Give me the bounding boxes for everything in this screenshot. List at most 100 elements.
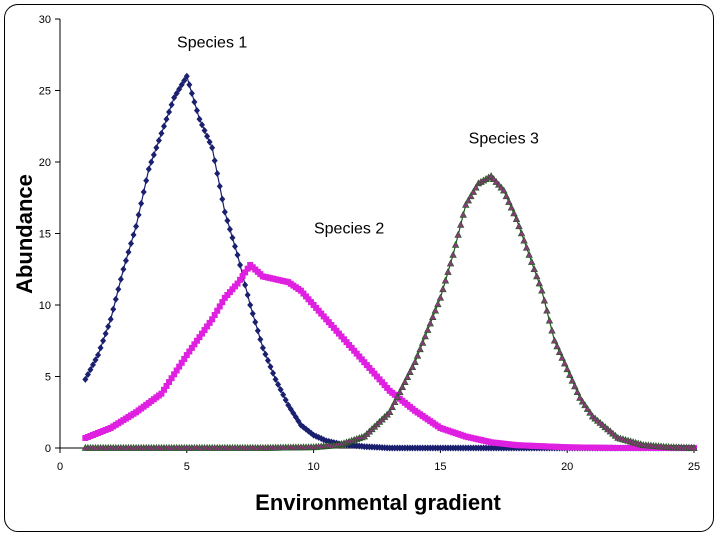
species-3-point (454, 230, 462, 238)
species-3-point (586, 408, 594, 416)
species-1-point (181, 76, 188, 84)
species-1-point (107, 315, 114, 323)
species-3-point (421, 332, 429, 340)
species-3-point (398, 383, 407, 391)
species-1-point (264, 356, 271, 364)
species-3-point (566, 370, 574, 378)
species-3-point (560, 359, 569, 367)
species-3-point (543, 306, 551, 314)
species-3-point (441, 276, 450, 284)
species-1-point (89, 361, 96, 369)
species-3-point (515, 222, 523, 230)
species-1-point (206, 138, 213, 146)
species-1-point (257, 335, 264, 343)
x-tick-label: 0 (57, 461, 63, 473)
species-3-point (388, 403, 396, 411)
species-1-point (280, 391, 287, 399)
species-2-point (244, 265, 251, 272)
species-3-point (472, 183, 480, 191)
species-2-point (188, 344, 195, 351)
species-2-point (201, 327, 208, 334)
species-2-point (173, 367, 180, 374)
species-1-point (148, 158, 155, 166)
species-1-point (178, 81, 185, 89)
species-1-point (143, 177, 150, 185)
species-3-point (403, 373, 412, 381)
species-3-point (439, 285, 447, 293)
species-1-point (199, 121, 206, 129)
species-3-point (426, 319, 434, 327)
species-2-point (171, 371, 178, 378)
species-3-point (571, 382, 579, 390)
species-1-point (125, 248, 132, 256)
species-1-point (201, 127, 208, 135)
species-1-point (84, 370, 91, 378)
species-3-point (469, 187, 478, 195)
species-1-point (171, 94, 178, 102)
species-3-point (429, 313, 437, 320)
species-1-point (120, 265, 127, 273)
species-2-series (82, 261, 697, 451)
species-3-point (520, 236, 528, 244)
species-1-point (216, 182, 223, 190)
species-3-point (535, 279, 544, 287)
species-2-point (199, 330, 206, 337)
species-1-point (204, 132, 211, 140)
species-3-point (525, 250, 533, 258)
species-2-point (168, 375, 175, 382)
species-1-point (105, 322, 112, 330)
species-1-point (247, 301, 254, 309)
species-3-point (502, 192, 511, 200)
species-2-point (211, 312, 218, 319)
species-1-point (92, 356, 99, 364)
species-2-point (239, 273, 246, 280)
species-2-point (209, 316, 216, 323)
species-3-point (507, 203, 516, 211)
species-3-point (563, 365, 571, 373)
species-1-point (252, 318, 259, 326)
species-1-point (173, 89, 180, 97)
species-3-point (558, 353, 566, 361)
y-tick-label: 30 (39, 14, 51, 26)
species-3-point (583, 404, 592, 412)
y-tick-label: 10 (39, 300, 51, 312)
species-1-point (163, 115, 170, 123)
species-1-point (188, 89, 195, 97)
species-3-line (85, 175, 695, 449)
species-1-point (138, 199, 145, 207)
species-3-point (550, 336, 559, 344)
species-3-point (451, 240, 460, 248)
species-3-point (555, 348, 564, 355)
species-3-series (81, 172, 698, 451)
species-1-point (272, 375, 279, 383)
species-3-point (462, 200, 470, 208)
y-tick-label: 5 (45, 372, 51, 384)
species-2-point (242, 269, 249, 276)
species-2-point (181, 355, 188, 362)
species-1-point (117, 275, 124, 283)
annotation-label: Species 3 (469, 130, 539, 147)
x-tick-label: 15 (434, 461, 446, 473)
species-1-point (110, 305, 117, 313)
species-3-point (553, 342, 561, 350)
species-2-point (191, 341, 198, 348)
species-3-point (517, 229, 526, 237)
species-3-point (401, 378, 409, 386)
species-1-point (234, 251, 241, 259)
species-3-point (436, 293, 445, 301)
species-1-point (155, 137, 162, 145)
species-1-point (259, 344, 266, 352)
species-1-point (100, 337, 107, 345)
x-tick-label: 10 (307, 461, 319, 473)
species-1-point (267, 363, 274, 371)
species-3-point (538, 286, 546, 294)
species-1-point (277, 386, 284, 394)
y-axis-title: Abundance (12, 174, 37, 294)
species-2-point (214, 307, 221, 314)
species-1-point (112, 295, 119, 303)
species-3-point (385, 408, 394, 416)
species-2-point (163, 382, 170, 389)
species-3-point (424, 325, 432, 333)
species-1-point (166, 108, 173, 116)
